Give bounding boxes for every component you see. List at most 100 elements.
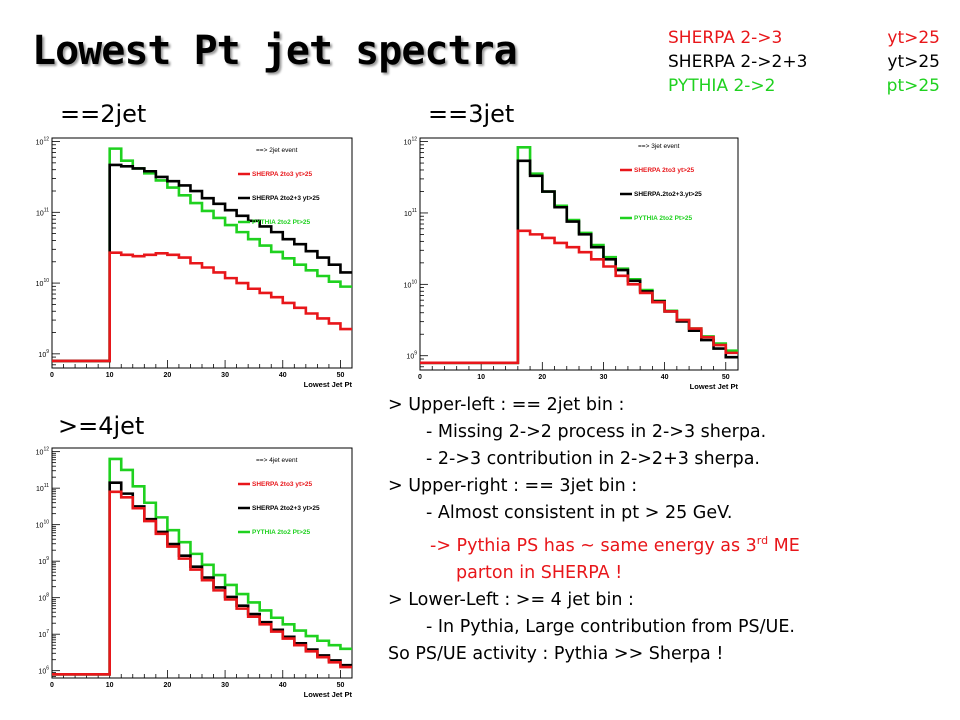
plot-legend-entry: SHERPA 2to3 yt>25 xyxy=(252,171,313,178)
series-line xyxy=(52,163,352,363)
y-tick-label: 108 xyxy=(38,593,49,603)
chart-panel-2jet: 109 1010 1011 1012 0 10 20 30 40 50 Lowest Jet Pt =… xyxy=(30,130,360,390)
y-tick-exp: 10 xyxy=(43,278,49,284)
y-tick-exp: 11 xyxy=(44,207,49,213)
series-line xyxy=(52,251,352,363)
x-tick-label: 50 xyxy=(337,682,345,689)
y-tick-exp: 12 xyxy=(43,447,49,453)
x-tick-label: 0 xyxy=(418,374,422,381)
note-line-highlight: parton in SHERPA ! xyxy=(456,562,623,583)
y-tick-label: 1011 xyxy=(36,483,49,493)
y-tick-base: 10 xyxy=(36,523,44,530)
plot-frame xyxy=(419,137,739,371)
legend-label: SHERPA 2->3 xyxy=(668,28,783,48)
y-tick-label: 1011 xyxy=(36,207,49,217)
y-tick-exp: 11 xyxy=(44,483,49,489)
y-tick-base: 10 xyxy=(36,210,44,217)
y-tick-base: 10 xyxy=(36,450,44,457)
series-line xyxy=(52,490,352,676)
y-tick-base: 10 xyxy=(404,140,412,147)
panel-label-2jet: ==2jet xyxy=(60,100,147,128)
plot-frame xyxy=(51,137,353,369)
notes-text: > Upper-left : == 2jet bin : - Missing 2… xyxy=(388,392,960,668)
note-line-highlight: -> Pythia PS has ~ same energy as 3rd ME xyxy=(388,527,960,560)
y-tick-exp: 10 xyxy=(411,279,417,285)
y-tick-label: 1012 xyxy=(36,447,50,457)
y-tick-label: 1010 xyxy=(404,279,418,289)
series-line xyxy=(420,159,738,365)
x-tick-label: 0 xyxy=(50,682,54,689)
plot-legend-entry: SHERPA 2to3 yt>25 xyxy=(634,167,695,174)
series-legend: SHERPA 2->3 yt>25 SHERPA 2->2+3 yt>25 PY… xyxy=(668,26,948,98)
legend-row-sherpa-2to2p3: SHERPA 2->2+3 yt>25 xyxy=(668,50,948,74)
y-tick-exp: 6 xyxy=(46,666,49,672)
legend-cut: yt>25 xyxy=(887,52,940,72)
y-tick-exp: 11 xyxy=(412,208,417,214)
plot-legend-entry: SHERPA.2to2+3.yt>25 xyxy=(634,191,702,198)
plot-legend-entry: SHERPA 2to2+3 yt>25 xyxy=(252,505,320,512)
y-tick-exp: 9 xyxy=(46,556,49,562)
x-tick-label: 10 xyxy=(106,372,114,379)
y-tick-base: 10 xyxy=(38,632,46,639)
y-tick-label: 1010 xyxy=(36,520,50,530)
slide-title: Lowest Pt jet spectra xyxy=(32,28,518,74)
y-tick-base: 10 xyxy=(404,282,412,289)
y-tick-exp: 9 xyxy=(414,351,417,357)
panel-label-3jet: ==3jet xyxy=(428,100,515,128)
panel-label-4jet: >=4jet xyxy=(58,412,145,440)
chart-panel-3jet: 109 1010 1011 1012 0 10 20 30 40 50 Lowest Jet Pt =… xyxy=(398,130,743,390)
y-tick-exp: 7 xyxy=(46,629,49,635)
y-tick-label: 107 xyxy=(38,629,49,639)
plot-legend-header: ==> 3jet event xyxy=(638,143,680,150)
legend-cut: pt>25 xyxy=(886,76,940,96)
series-line xyxy=(420,229,738,365)
x-tick-label: 50 xyxy=(337,372,345,379)
note-text: ME xyxy=(768,535,800,556)
y-tick-exp: 10 xyxy=(43,520,49,526)
note-line: > Upper-left : == 2jet bin : xyxy=(388,395,625,415)
x-tick-label: 20 xyxy=(163,682,171,689)
plot-legend-entry: PYTHIA 2to2 Pt>25 xyxy=(252,219,310,226)
x-tick-label: 40 xyxy=(279,372,287,379)
y-tick-label: 1012 xyxy=(36,137,50,147)
x-tick-label: 20 xyxy=(163,372,171,379)
legend-label: PYTHIA 2->2 xyxy=(668,76,776,96)
y-tick-exp: 12 xyxy=(43,137,49,143)
x-tick-label: 30 xyxy=(221,372,229,379)
y-tick-label: 1012 xyxy=(404,137,418,147)
plot-legend-entry: PYTHIA 2to2 Pt>25 xyxy=(634,215,692,222)
note-line: - In Pythia, Large contribution from PS/… xyxy=(426,616,795,637)
note-line: > Lower-Left : >= 4 jet bin : xyxy=(388,589,634,610)
x-tick-label: 30 xyxy=(221,682,229,689)
legend-label: SHERPA 2->2+3 xyxy=(668,52,808,72)
note-superscript: rd xyxy=(756,534,769,547)
plot-legend-entry: PYTHIA 2to2 Pt>25 xyxy=(252,529,310,536)
note-line: - 2->3 contribution in 2->2+3 sherpa. xyxy=(426,449,760,469)
y-tick-label: 1010 xyxy=(36,278,50,288)
y-tick-base: 10 xyxy=(36,140,44,147)
y-tick-base: 10 xyxy=(38,669,46,676)
y-tick-label: 1011 xyxy=(404,208,417,218)
x-tick-label: 40 xyxy=(661,374,669,381)
x-tick-label: 0 xyxy=(50,372,54,379)
y-tick-label: 109 xyxy=(406,351,417,361)
x-tick-label: 20 xyxy=(538,374,546,381)
y-tick-label: 109 xyxy=(38,556,49,566)
x-tick-label: 50 xyxy=(722,374,730,381)
y-tick-exp: 8 xyxy=(46,593,49,599)
plot-legend-entry: SHERPA 2to2+3 yt>25 xyxy=(252,195,320,202)
x-tick-label: 10 xyxy=(106,682,114,689)
legend-row-sherpa-2to3: SHERPA 2->3 yt>25 xyxy=(668,26,948,50)
plot-legend-entry: SHERPA 2to3 yt>25 xyxy=(252,481,313,488)
note-line: So PS/UE activity : Pythia >> Sherpa ! xyxy=(388,643,724,664)
y-tick-exp: 9 xyxy=(46,349,49,355)
x-axis-label: Lowest Jet Pt xyxy=(304,690,353,699)
x-tick-label: 40 xyxy=(279,682,287,689)
y-tick-exp: 12 xyxy=(411,137,417,143)
note-line: - Missing 2->2 process in 2->3 sherpa. xyxy=(426,422,767,442)
y-tick-base: 10 xyxy=(36,281,44,288)
y-tick-base: 10 xyxy=(38,352,46,359)
x-tick-label: 30 xyxy=(600,374,608,381)
